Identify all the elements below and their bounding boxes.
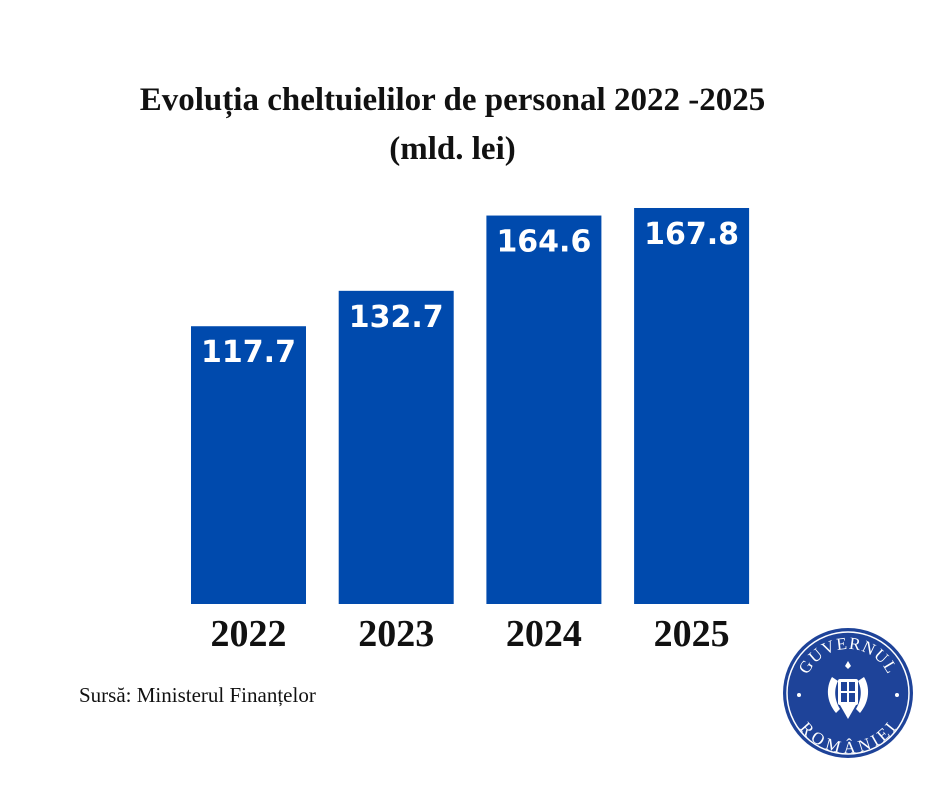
logo-dot-left [797,693,801,697]
source-note: Sursă: Ministerul Finanțelor [79,683,316,707]
data-label-2024: 164.6 [496,225,591,260]
data-label-2025: 167.8 [644,217,739,252]
logo-dot-right [895,693,899,697]
x-tick-label-2025: 2025 [654,613,730,655]
chart-subtitle: (mld. lei) [389,131,516,167]
x-tick-label-2024: 2024 [506,613,582,655]
coat-of-arms-shield [841,682,855,702]
bar-2023 [338,290,454,604]
bar-2024 [486,215,602,604]
guvernul-romaniei-logo: GUVERNUL ROMÂNIEI [783,628,913,758]
x-tick-label-2023: 2023 [358,613,434,655]
chart-title: Evoluția cheltuielilor de personal 2022 … [139,82,766,118]
data-label-2022: 117.7 [201,335,296,370]
x-tick-label-2022: 2022 [211,613,287,655]
data-label-2023: 132.7 [349,300,444,335]
bar-2022 [191,326,306,604]
bar-2025 [634,207,750,604]
logo-ring [786,631,910,755]
